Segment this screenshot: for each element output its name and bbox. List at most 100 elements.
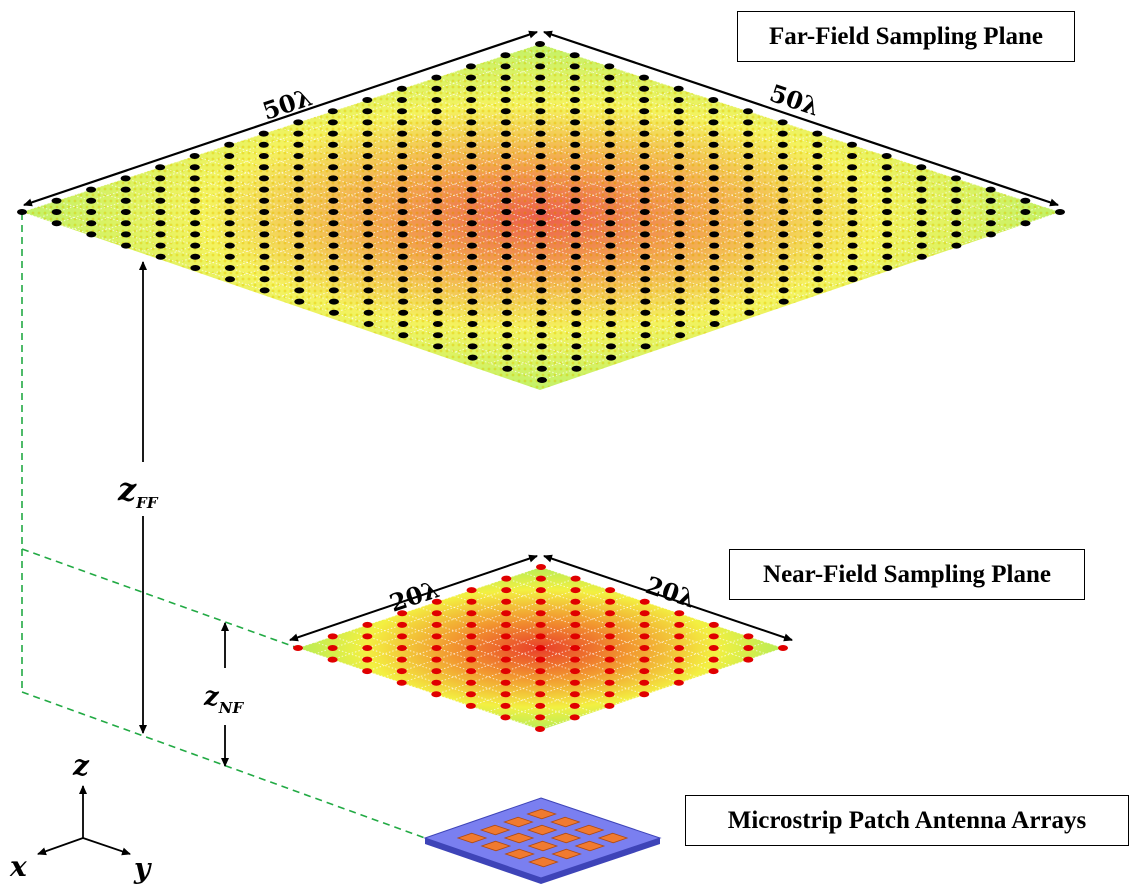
y-axis-label: y bbox=[133, 852, 152, 885]
far-field-marker bbox=[259, 186, 270, 193]
far-field-marker bbox=[639, 97, 650, 103]
far-field-marker bbox=[362, 197, 373, 204]
far-field-marker bbox=[777, 119, 788, 126]
far-field-marker bbox=[708, 164, 719, 171]
far-field-marker bbox=[536, 287, 547, 294]
far-field-marker bbox=[570, 108, 580, 115]
near-field-marker bbox=[605, 610, 615, 617]
far-field-marker bbox=[847, 265, 858, 271]
far-field-marker bbox=[466, 74, 476, 81]
far-field-marker bbox=[708, 130, 719, 137]
near-field-marker bbox=[639, 668, 650, 675]
far-field-marker bbox=[500, 63, 511, 70]
far-field-marker bbox=[847, 209, 858, 215]
far-field-marker bbox=[881, 175, 892, 182]
near-field-marker bbox=[535, 691, 546, 698]
far-field-marker bbox=[674, 253, 685, 260]
near-field-marker bbox=[431, 621, 442, 628]
far-field-marker bbox=[570, 253, 581, 260]
far-field-marker bbox=[155, 186, 166, 193]
far-field-marker bbox=[709, 220, 720, 227]
far-field-marker bbox=[777, 164, 788, 171]
antenna-patch bbox=[503, 816, 534, 828]
far-field-marker bbox=[155, 197, 166, 204]
antenna-array bbox=[423, 797, 662, 884]
far-field-marker bbox=[605, 242, 616, 249]
near-field-marker bbox=[501, 587, 512, 594]
far-field-marker bbox=[881, 164, 892, 171]
far-field-marker bbox=[570, 220, 581, 227]
far-field-marker bbox=[294, 287, 305, 294]
far-field-marker bbox=[432, 321, 443, 327]
far-field-marker bbox=[674, 175, 685, 182]
far-field-marker bbox=[293, 186, 304, 193]
antenna-patch bbox=[550, 832, 582, 844]
far-field-marker bbox=[847, 153, 858, 159]
far-field-marker bbox=[467, 343, 478, 350]
near-field-marker bbox=[431, 633, 442, 640]
near-field-marker bbox=[431, 668, 442, 675]
near-field-marker bbox=[604, 702, 615, 709]
far-field-marker bbox=[743, 153, 754, 159]
far-field-marker bbox=[709, 209, 719, 215]
far-field-marker bbox=[397, 265, 408, 271]
far-field-marker bbox=[362, 186, 373, 193]
near-field-distance-subscript: NF bbox=[218, 699, 245, 717]
far-field-marker bbox=[363, 321, 374, 327]
near-field-marker bbox=[466, 645, 477, 651]
far-field-marker bbox=[743, 119, 754, 126]
far-field-marker bbox=[398, 298, 409, 305]
far-field-marker bbox=[571, 343, 582, 350]
far-field-marker bbox=[812, 231, 823, 238]
far-field-marker bbox=[189, 186, 200, 193]
far-field-marker bbox=[293, 220, 304, 227]
far-field-marker bbox=[328, 276, 339, 283]
near-field-marker bbox=[500, 656, 511, 663]
antenna-patch bbox=[527, 840, 559, 852]
far-field-marker bbox=[536, 332, 547, 339]
far-field-marker bbox=[535, 164, 546, 171]
far-field-marker bbox=[466, 141, 477, 148]
far-field-marker bbox=[777, 141, 788, 148]
far-field-marker bbox=[258, 153, 269, 159]
near-field-markers bbox=[293, 564, 788, 732]
far-field-right-dimension: 50λ bbox=[766, 78, 823, 122]
far-field-marker bbox=[570, 119, 581, 126]
far-field-marker bbox=[847, 175, 858, 182]
far-field-marker bbox=[813, 253, 824, 260]
far-field-marker bbox=[674, 287, 685, 294]
far-field-marker bbox=[501, 209, 512, 215]
near-field-marker bbox=[569, 714, 580, 721]
far-field-marker bbox=[189, 197, 200, 204]
far-field-marker bbox=[328, 186, 339, 193]
far-field-marker bbox=[396, 97, 407, 103]
far-field-marker bbox=[709, 287, 720, 294]
far-field-marker bbox=[604, 97, 615, 103]
far-field-marker bbox=[812, 141, 823, 148]
far-field-marker bbox=[535, 119, 546, 126]
far-field-marker bbox=[120, 231, 131, 238]
far-field-marker bbox=[708, 153, 719, 159]
far-field-marker bbox=[502, 321, 513, 327]
z-axis-label: z bbox=[72, 749, 90, 782]
far-field-marker bbox=[604, 130, 615, 137]
far-field-marker bbox=[605, 175, 615, 182]
far-field-marker bbox=[535, 186, 546, 193]
far-field-marker bbox=[501, 220, 512, 227]
far-field-marker bbox=[51, 209, 62, 215]
far-field-marker bbox=[432, 220, 443, 227]
far-field-marker bbox=[605, 209, 616, 215]
far-field-marker bbox=[812, 220, 823, 227]
far-field-marker bbox=[639, 209, 650, 215]
far-field-marker bbox=[224, 164, 235, 171]
far-field-marker bbox=[259, 287, 270, 294]
far-field-marker bbox=[951, 175, 961, 182]
far-field-marker bbox=[882, 265, 893, 271]
near-field-marker bbox=[535, 656, 546, 663]
far-field-marker bbox=[433, 343, 443, 350]
far-field-marker bbox=[86, 197, 97, 204]
far-field-marker bbox=[640, 321, 651, 327]
far-field-marker bbox=[363, 220, 374, 227]
far-field-marker bbox=[155, 220, 166, 227]
far-field-marker bbox=[294, 265, 305, 271]
